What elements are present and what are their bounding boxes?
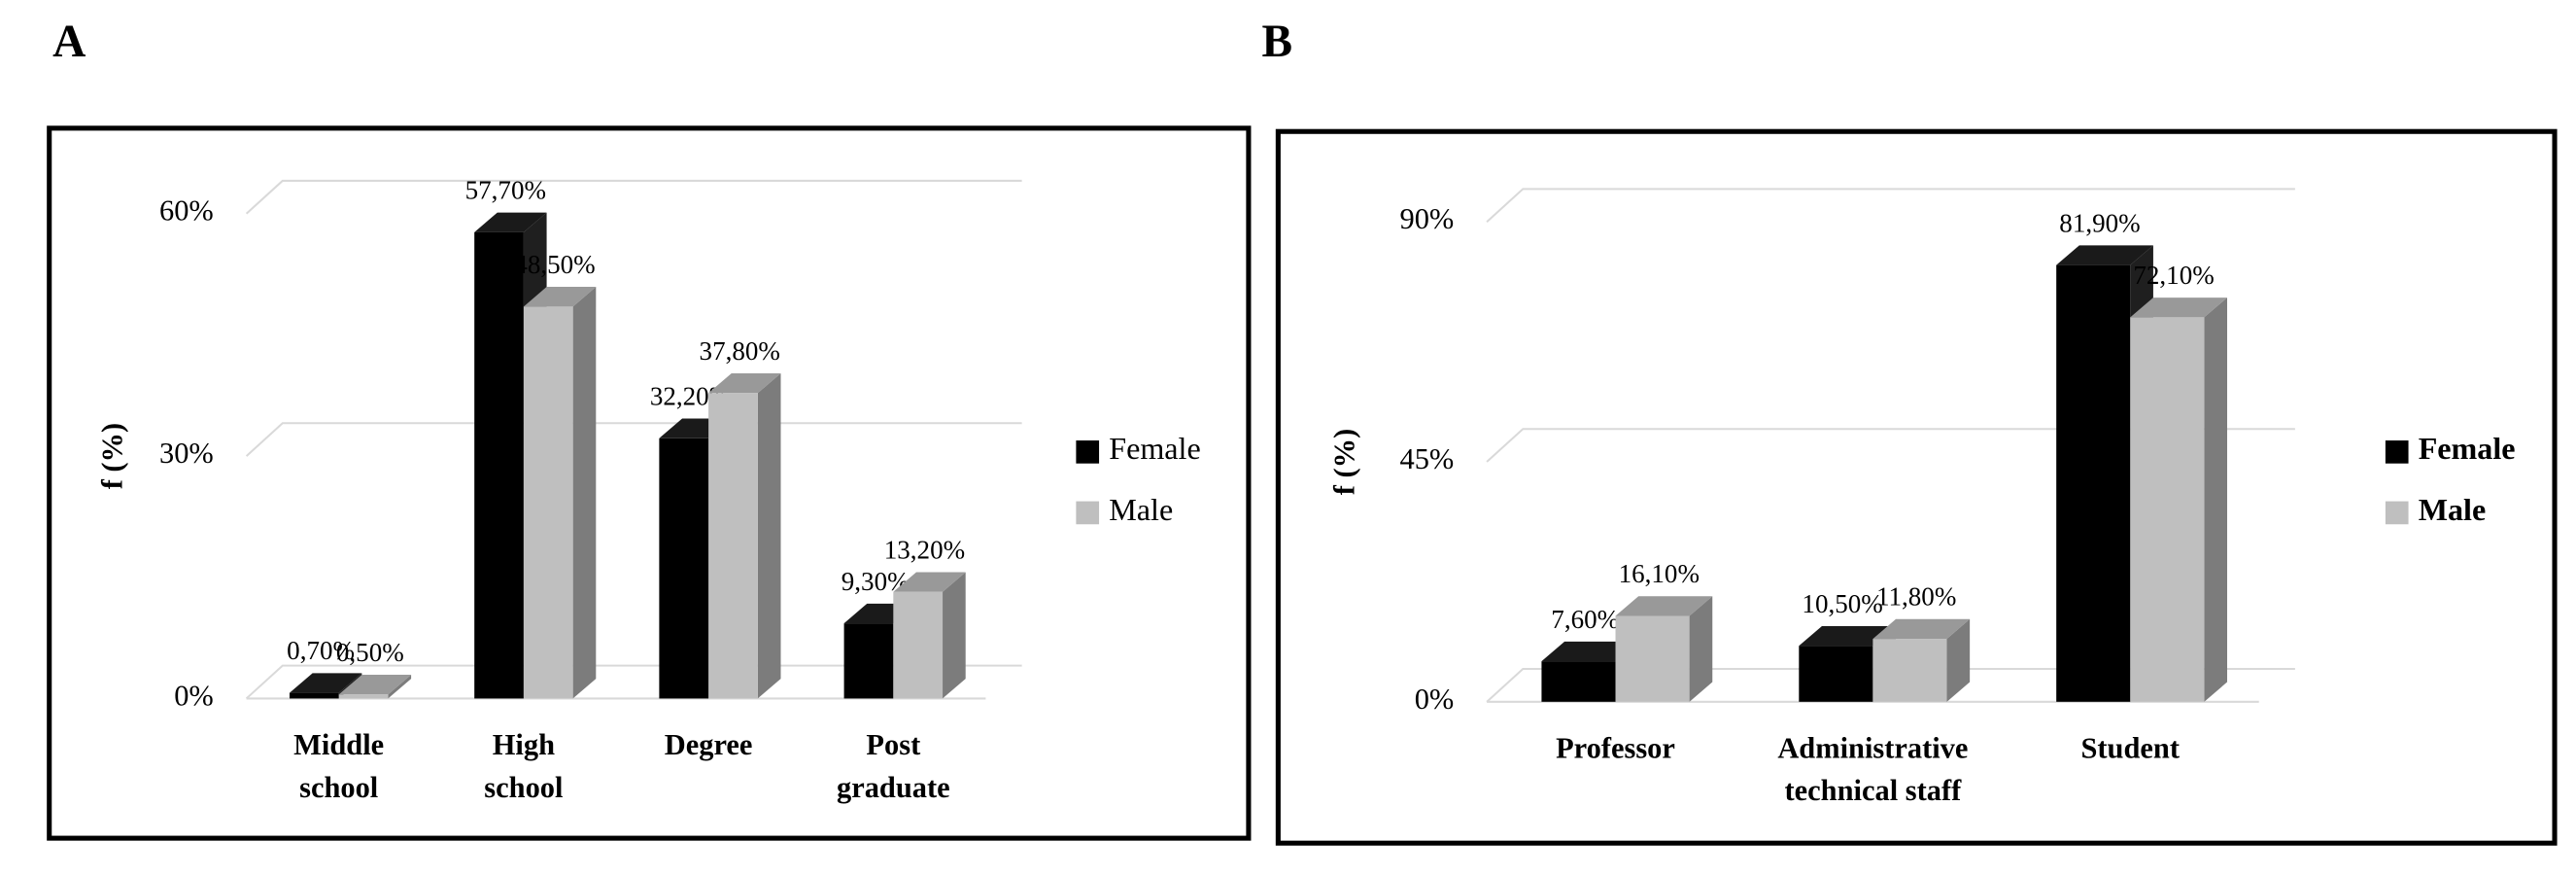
data-label: 0,50%: [336, 638, 404, 667]
legend-label: Female: [1109, 431, 1201, 466]
bar-top: [523, 287, 597, 307]
legend-label: Female: [2419, 431, 2516, 466]
bar: [1872, 639, 1947, 702]
data-label: 37,80%: [700, 336, 780, 366]
bar-side: [1946, 618, 1971, 702]
x-tick-label-box: Professor: [1556, 731, 1675, 765]
y-tick-label: 0%: [1415, 683, 1455, 716]
bar-top: [1615, 596, 1713, 616]
bar-top: [893, 572, 966, 592]
bar: [659, 438, 709, 699]
bar: [708, 393, 758, 699]
bar-top: [1541, 641, 1639, 662]
legend-swatch: [2385, 440, 2409, 464]
bar-top: [338, 674, 412, 695]
grid-line: [1486, 667, 2295, 703]
bar-top: [708, 372, 781, 394]
bar-top: [2056, 245, 2153, 265]
bar: [523, 306, 573, 699]
legend-label: Male: [2419, 492, 2487, 527]
legend-label: Male: [1109, 492, 1173, 527]
panel-label: B: [1261, 17, 1292, 67]
x-tick-label: Post graduate: [836, 727, 950, 804]
bar: [1615, 615, 1690, 702]
bar: [2130, 317, 2205, 702]
data-label: 16,10%: [1619, 559, 1700, 588]
x-tick-label-box: Post graduate: [836, 727, 950, 804]
x-tick-label-box: High school: [484, 727, 564, 804]
y-tick-label: 45%: [1399, 442, 1454, 475]
grid-line: [245, 179, 1022, 215]
y-tick-label: 30%: [159, 437, 214, 470]
x-tick-label-box: Degree: [664, 727, 753, 761]
data-label: 57,70%: [465, 176, 546, 205]
bar-top: [1872, 618, 1971, 640]
data-label: 48,50%: [514, 250, 595, 279]
y-tick-label: 0%: [174, 679, 214, 712]
panel-frame: [1275, 128, 2558, 846]
x-tick-label: Professor: [1556, 731, 1675, 765]
bar-top: [289, 673, 362, 693]
bar-top: [2130, 298, 2228, 318]
bar: [338, 694, 389, 699]
y-axis-label: f (%): [1327, 429, 1360, 495]
bar: [1541, 661, 1616, 702]
data-label: 0,70%: [287, 636, 355, 665]
panel-frame: [47, 125, 1252, 841]
x-tick-label: High school: [484, 727, 564, 804]
data-label: 13,20%: [884, 535, 965, 564]
bar-side: [2204, 298, 2228, 702]
x-tick-label-box: Administrative technical staff: [1777, 731, 1969, 808]
grid-line: [1486, 428, 2295, 463]
data-label: 10,50%: [1802, 589, 1882, 618]
bar-side: [1689, 596, 1713, 702]
bar: [843, 623, 894, 699]
x-tick-label-box: Middle school: [293, 727, 385, 804]
bar-side: [943, 572, 966, 699]
bar-side: [757, 372, 781, 699]
y-tick-label: 90%: [1399, 202, 1454, 235]
legend-swatch: [1076, 501, 1100, 525]
x-tick-label: Administrative technical staff: [1777, 731, 1969, 808]
data-label: 72,10%: [2133, 261, 2214, 290]
x-tick-label-box: Student: [2080, 731, 2180, 765]
data-label: 7,60%: [1551, 605, 1619, 634]
y-axis-label: f (%): [95, 423, 128, 489]
bar-top: [1799, 625, 1897, 647]
x-tick-label: Middle school: [293, 727, 385, 804]
bar: [474, 231, 524, 699]
x-tick-label: Degree: [664, 727, 753, 761]
x-tick-label: Student: [2080, 731, 2180, 765]
bar-side: [572, 287, 597, 699]
bar: [289, 692, 339, 699]
y-tick-label: 60%: [159, 194, 214, 228]
legend-swatch: [2385, 501, 2409, 525]
bar-top: [474, 212, 547, 232]
bar: [2056, 264, 2131, 702]
bar: [1799, 646, 1873, 702]
grid-line: [1486, 188, 2295, 223]
data-label: 81,90%: [2059, 208, 2140, 237]
legend-swatch: [1076, 440, 1100, 464]
bar-side: [388, 674, 412, 699]
bar: [893, 591, 944, 699]
panel-label: A: [52, 17, 86, 67]
data-label: 11,80%: [1876, 582, 1956, 612]
